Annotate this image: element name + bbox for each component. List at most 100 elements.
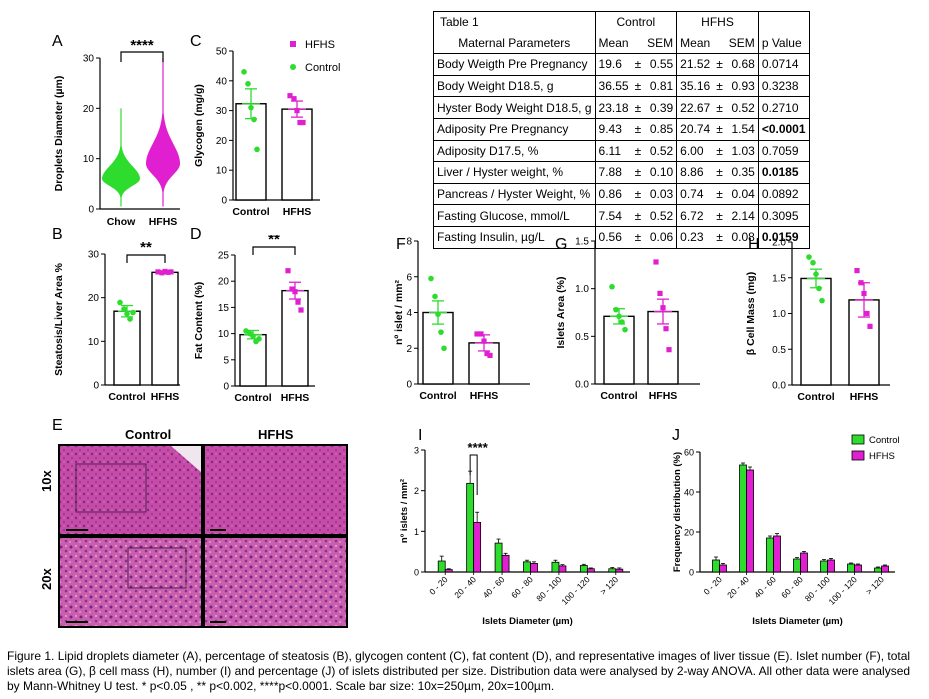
bar-hfhs [151, 271, 179, 386]
table-cell-control-sem: 0.10 [649, 165, 674, 180]
table-row: Pancreas / Hyster Weight, % 0.86 ±0.03 0.74… [433, 183, 810, 205]
table-cell-control-mean: 0.86 [594, 183, 632, 205]
table-cell-pm: ± [716, 79, 723, 94]
bar-control [579, 565, 588, 573]
panel-label-j: J [672, 427, 680, 444]
violin-chow [102, 108, 140, 207]
data-point-control [616, 313, 622, 320]
table-row: Body Weigth Pre Pregnancy 19.6 ±0.55 21.52 ±… [434, 53, 810, 76]
x-category-label: 40 - 60 [752, 574, 778, 600]
maternal-parameters-table: Table 1 Control HFHS Maternal Parameters… [433, 11, 810, 249]
y-tick-label: 0 [223, 382, 229, 393]
table-cell-control-mean: 36.55 [594, 75, 632, 97]
x-category-label: Control [600, 390, 637, 402]
table-cell-hfhs-sem: 0.04 [731, 187, 755, 202]
x-category-label: 60 - 80 [779, 574, 805, 600]
bar-control [113, 310, 141, 386]
bar-control [874, 567, 882, 573]
table-cell-pvalue: <0.0001 [757, 118, 810, 141]
table-cell-param: Body Weight D18.5, g [437, 79, 554, 94]
micrograph-col-hfhs: HFHS [258, 427, 294, 442]
data-point-control [248, 104, 254, 111]
y-tick-label: 3 [414, 446, 419, 456]
bar-control [712, 559, 720, 573]
x-category-label: HFHS [149, 216, 178, 228]
bar-hfhs [473, 521, 482, 573]
x-category-label: Control [232, 206, 269, 218]
table-cell-pm: ± [716, 122, 723, 137]
legend-label-control: Control [305, 62, 340, 74]
data-point-control [622, 326, 628, 333]
data-point-hfhs [653, 259, 659, 265]
data-point-control [813, 271, 819, 277]
panel-label-a: A [52, 33, 63, 50]
data-point-control [254, 146, 260, 153]
data-point-control [810, 259, 816, 266]
data-point-hfhs [292, 289, 298, 295]
data-point-control [435, 311, 441, 318]
x-category-label: HFHS [850, 391, 879, 403]
bar-hfhs [558, 565, 567, 573]
y-axis-label: Glycogen (mg/g) [193, 84, 205, 167]
y-tick-label: 25 [218, 251, 230, 262]
figure-caption: Figure 1. Lipid droplets diameter (A), p… [7, 649, 911, 693]
data-point-control [130, 309, 136, 316]
table-cell-hfhs-sem: 0.93 [731, 79, 755, 94]
table-row: Hyster Body Weight D18.5, g 23.18 ±0.39 22.… [433, 96, 810, 119]
data-point-hfhs [159, 270, 165, 276]
data-point-hfhs [297, 119, 303, 126]
bar-hfhs [501, 554, 510, 573]
micrograph-inset-box-10x [75, 463, 147, 513]
data-point-hfhs [858, 280, 864, 286]
table-cell-param: Body Weigth Pre Pregnancy [437, 57, 588, 72]
legend-marker-control [290, 64, 296, 70]
y-tick-label: 20 [684, 528, 694, 538]
y-tick-label: 60 [684, 448, 694, 458]
y-tick-label: 10 [88, 337, 100, 348]
table-group-control: Control [594, 11, 677, 33]
data-point-control [613, 306, 619, 313]
x-category-label: Control [797, 391, 834, 403]
y-axis-label: Fat Content (%) [193, 282, 205, 360]
data-point-hfhs [484, 351, 490, 357]
y-tick-label: 15 [218, 303, 230, 314]
data-point-control [256, 336, 262, 342]
x-category-label: HFHS [283, 206, 312, 218]
bar-hfhs [746, 469, 754, 573]
y-tick-label: 1.5 [575, 237, 589, 248]
bar-hfhs [800, 552, 808, 573]
table-cell-pvalue: 0.3095 [757, 204, 810, 227]
chart-g-islets-area: 0.0 0.5 1.0 1.5 Islets Area (%) Control HFHS [555, 237, 700, 402]
significance-stars: ** [268, 235, 280, 248]
y-axis-label: Frequency distribution (%) [672, 452, 683, 572]
table-row: Liver / Hyster weight, % 7.88 ±0.10 8.86 ±0.… [433, 161, 810, 184]
table-group-hfhs: HFHS [676, 11, 759, 33]
bar-hfhs [615, 568, 624, 573]
panel-label-d: D [190, 226, 202, 243]
table-cell-hfhs-mean: 6.72 [676, 204, 714, 227]
table-header-h-mean: Mean [676, 32, 714, 54]
y-tick-label: 0 [406, 380, 412, 391]
table-cell-pm: ± [716, 165, 723, 180]
chart-h-beta-cell-mass: 0.00.51.01.52.0β Cell Mass (mg)Control HF… [745, 238, 890, 403]
data-point-control [243, 328, 249, 334]
micrograph-grid [58, 444, 348, 628]
violin-hfhs [146, 58, 180, 207]
table-cell-control-sem: 0.39 [649, 100, 674, 115]
x-category-label: 60 - 80 [509, 574, 535, 600]
y-tick-label: 1.0 [772, 309, 786, 320]
table-cell-param: Fasting Glucose, mmol/L [437, 208, 570, 223]
x-category-label: 20 - 40 [452, 574, 478, 600]
data-point-hfhs [666, 347, 672, 353]
y-axis-label: β Cell Mass (mg) [745, 272, 757, 355]
micrograph-images [60, 446, 346, 626]
y-axis-label: Islets Area (%) [555, 277, 567, 349]
bar-control [800, 277, 832, 386]
table-cell-control-mean: 7.88 [594, 161, 632, 184]
data-point-control [245, 80, 251, 87]
x-category-label: HFHS [470, 390, 499, 402]
table-cell-pm: ± [716, 100, 723, 115]
bar-control [766, 537, 774, 573]
table-cell-pm: ± [634, 143, 642, 158]
table-cell-control-mean: 7.54 [594, 204, 632, 227]
